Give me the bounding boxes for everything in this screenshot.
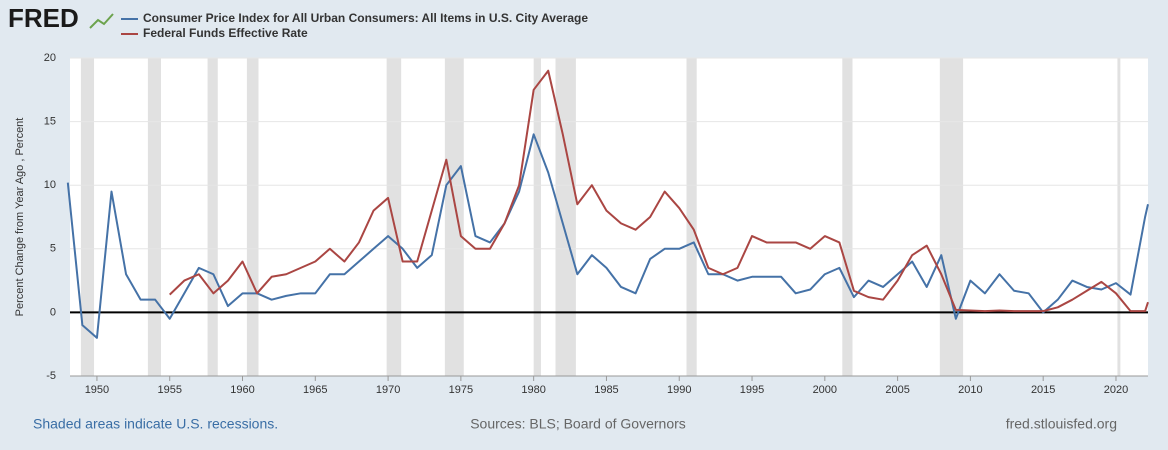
x-tick-label: 1985 [594,384,618,396]
x-tick-label: 1995 [740,384,764,396]
x-tick-label: 1975 [449,384,473,396]
x-tick-label: 1970 [376,384,400,396]
legend-label: Consumer Price Index for All Urban Consu… [143,11,588,25]
x-tick-label: 1960 [230,384,254,396]
recession-band [444,58,464,376]
recession-band [533,58,541,376]
series-line [66,133,1149,339]
y-axis-label: Percent Change from Year Ago , Percent [14,118,26,317]
y-tick-label: 10 [44,179,56,191]
plot-area [70,58,1148,376]
x-tick-label: 2020 [1104,384,1128,396]
recession-band [842,58,853,376]
recession-band [1117,58,1121,376]
series-line [169,69,1149,313]
recession-band [555,58,576,376]
x-tick-label: 2000 [813,384,837,396]
recession-band [80,58,95,376]
recession-band [207,58,218,376]
x-tick-label: 1965 [303,384,327,396]
y-tick-label: 20 [44,52,56,64]
y-tick-label: -5 [46,370,56,382]
y-tick-label: 5 [50,243,56,255]
x-tick-label: 2005 [885,384,909,396]
x-tick-label: 2015 [1031,384,1055,396]
site-url[interactable]: fred.stlouisfed.org [1006,416,1117,432]
logo-icon [89,13,114,29]
recession-band [246,58,259,376]
x-tick-label: 1990 [667,384,691,396]
y-tick-label: 15 [44,116,56,128]
y-tick-label: 0 [50,306,56,318]
recession-band [686,58,697,376]
x-tick-label: 1950 [85,384,109,396]
recession-band [386,58,402,376]
x-tick-label: 1955 [157,384,181,396]
x-tick-label: 1980 [521,384,545,396]
legend-label: Federal Funds Effective Rate [143,26,308,40]
recession-note: Shaded areas indicate U.S. recessions. [33,416,278,432]
recession-band [939,58,964,376]
recession-band [147,58,161,376]
source: Sources: BLS; Board of Governors [470,416,686,432]
logo[interactable]: FRED [8,3,79,33]
x-tick-label: 2010 [958,384,982,396]
